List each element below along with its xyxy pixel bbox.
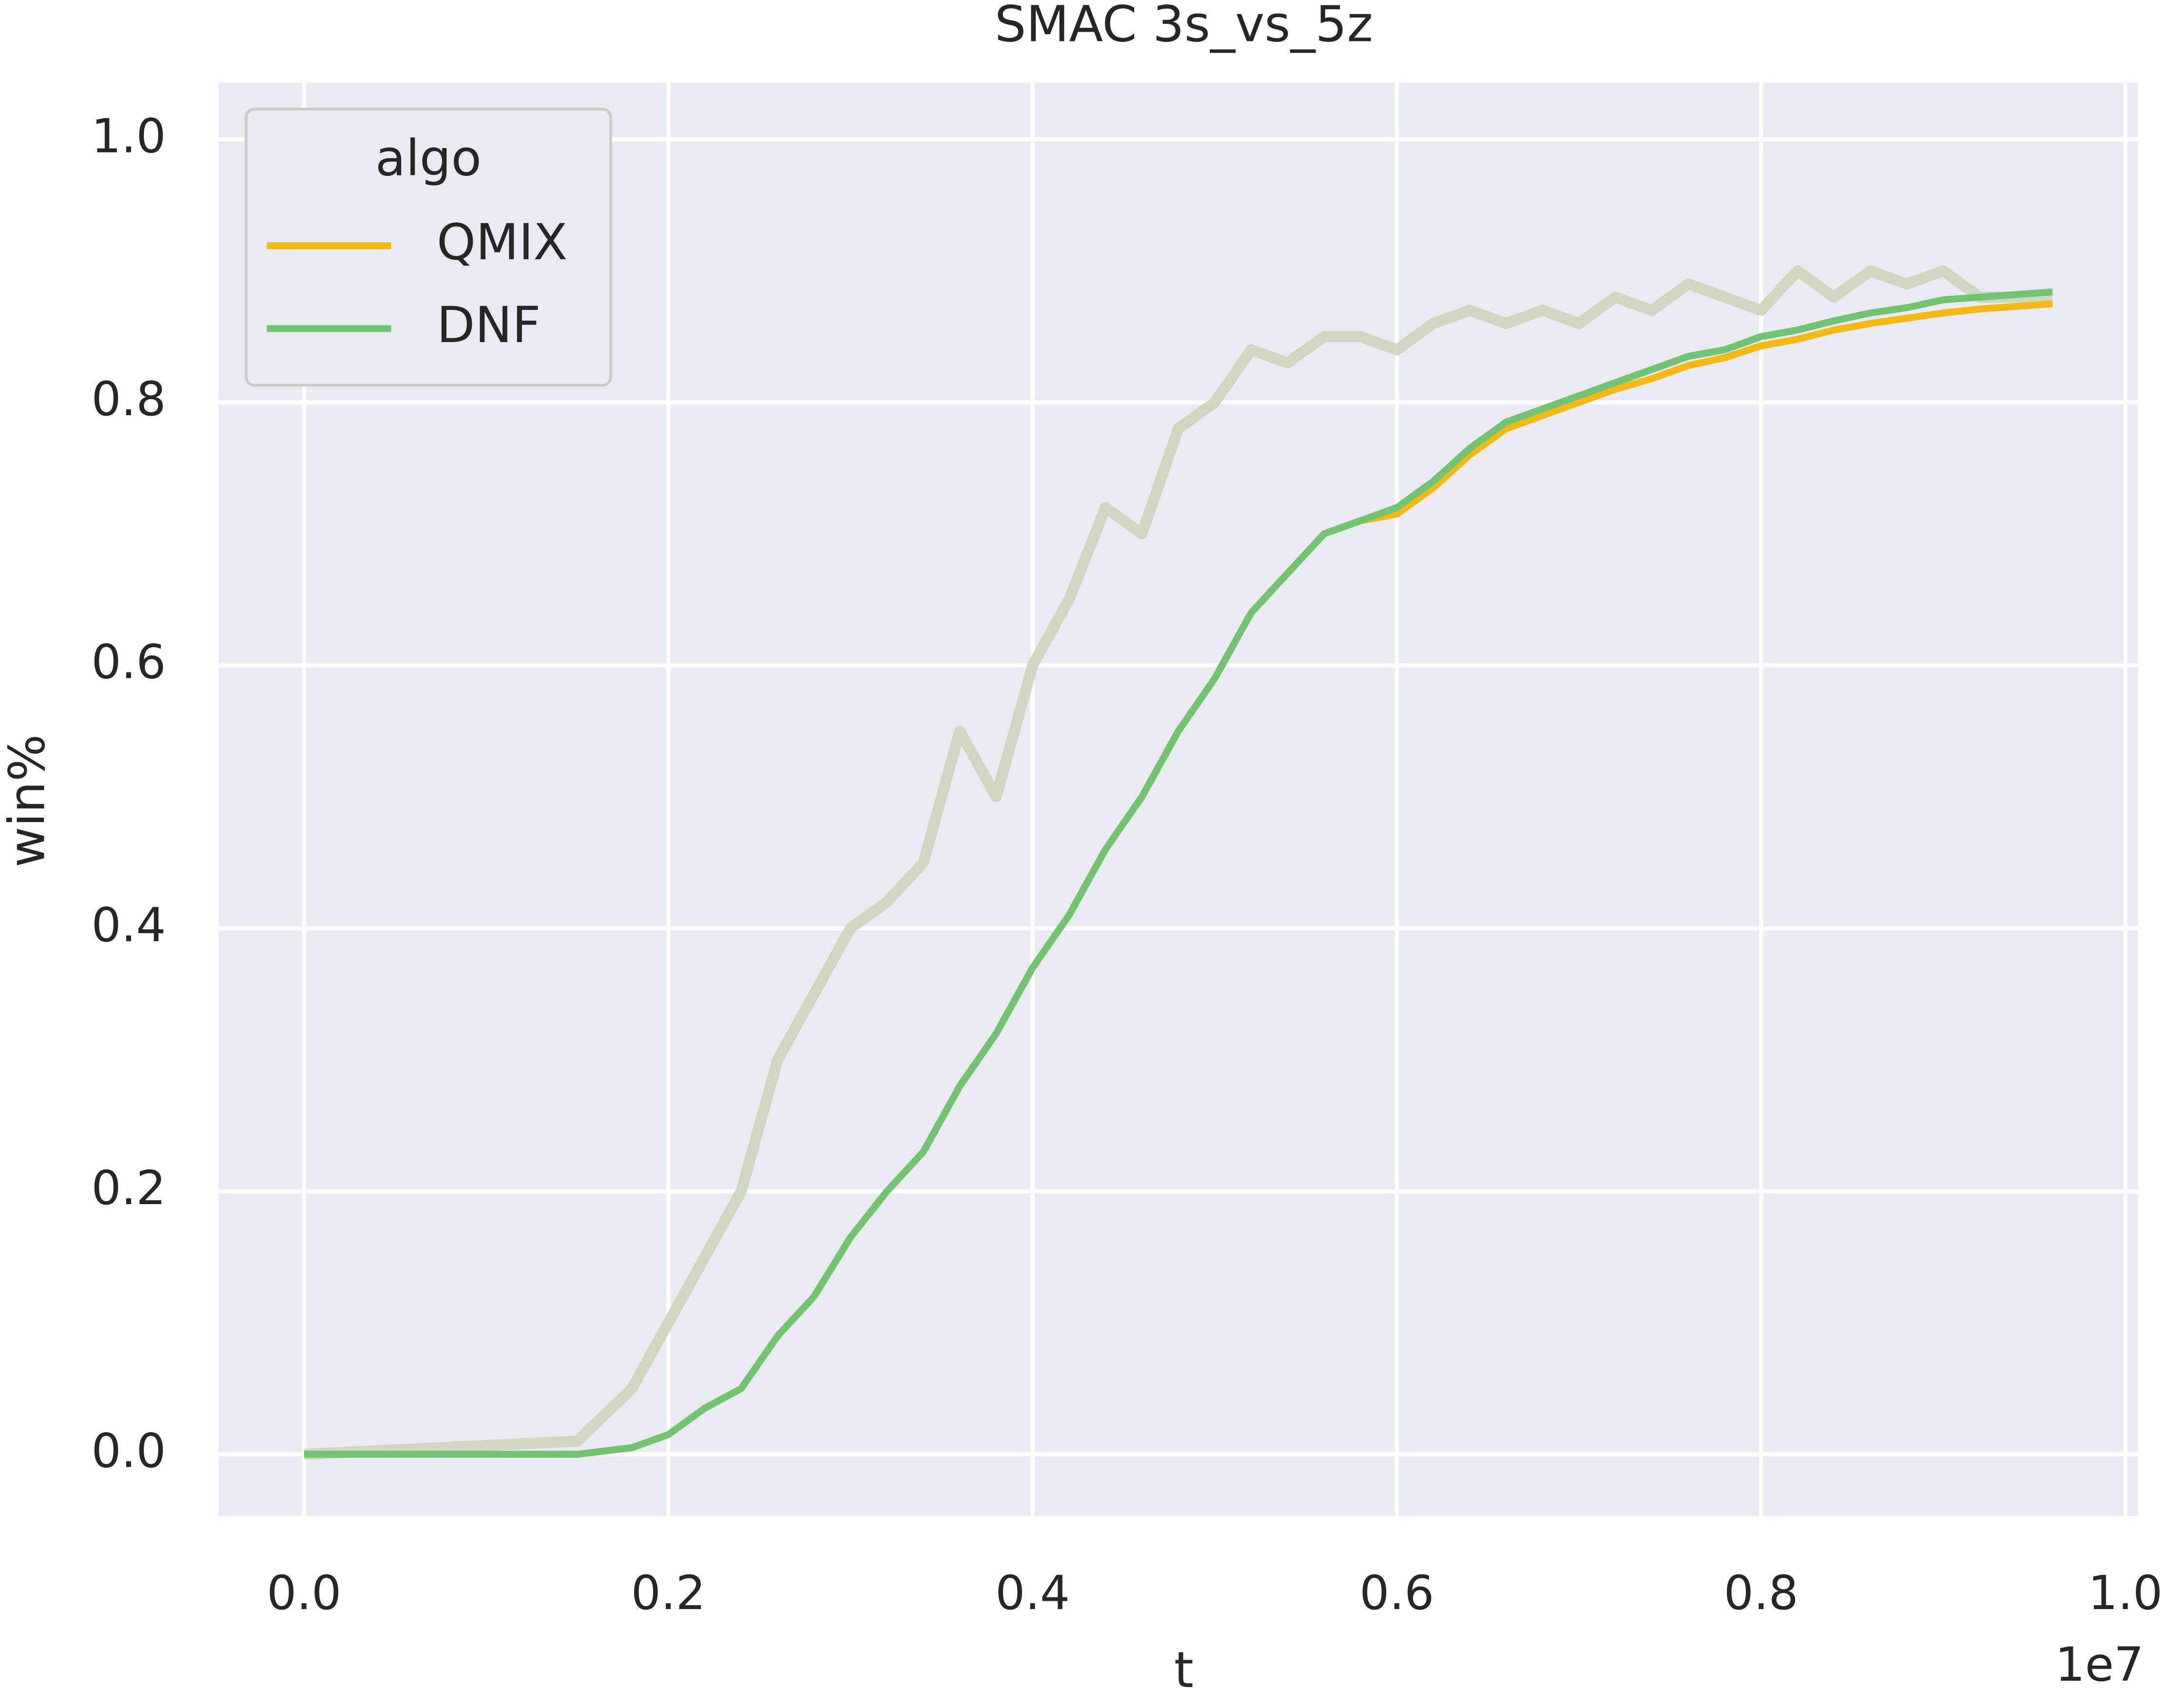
y-tick-label: 0.6 xyxy=(91,635,166,690)
y-tick-label: 0.0 xyxy=(91,1424,166,1478)
y-tick-label: 1.0 xyxy=(91,109,166,163)
x-tick-label: 0.8 xyxy=(1724,1566,1799,1620)
x-tick-label: 0.6 xyxy=(1359,1566,1434,1620)
x-axis-label: t xyxy=(1174,1641,1194,1699)
x-tick-label: 0.0 xyxy=(267,1566,341,1620)
legend-label: QMIX xyxy=(437,213,567,271)
chart-title: SMAC 3s_vs_5z xyxy=(995,0,1373,53)
x-tick-label: 0.2 xyxy=(631,1566,706,1620)
legend-box xyxy=(245,108,612,387)
x-tick-label: 1.0 xyxy=(2088,1566,2163,1620)
legend-label: DNF xyxy=(437,296,541,354)
y-axis-label: win% xyxy=(0,734,57,867)
x-tick-label: 0.4 xyxy=(995,1566,1070,1620)
legend-title: algo xyxy=(375,129,482,187)
raw-band xyxy=(304,265,2053,1460)
series-line xyxy=(304,288,2053,1458)
y-tick-label: 0.8 xyxy=(91,372,166,426)
legend: algo QMIX DNF xyxy=(245,108,612,387)
y-tick-label: 0.2 xyxy=(91,1161,166,1215)
y-tick-label: 0.4 xyxy=(91,898,166,952)
x-offset-label: 1e7 xyxy=(2055,1637,2144,1692)
